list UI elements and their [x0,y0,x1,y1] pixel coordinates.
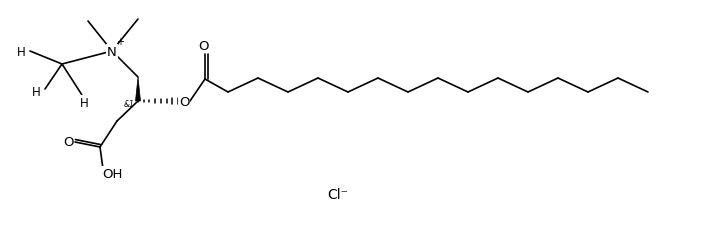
Text: H: H [17,45,25,58]
Text: +: + [116,37,124,47]
Polygon shape [135,78,141,101]
Text: OH: OH [102,167,122,180]
Text: O: O [179,95,189,108]
Text: N: N [107,45,117,58]
Text: Cl⁻: Cl⁻ [327,187,348,201]
Text: &1: &1 [124,99,135,108]
Text: H: H [32,85,40,98]
Text: H: H [80,96,89,109]
Text: O: O [63,136,73,149]
Text: O: O [198,39,208,52]
